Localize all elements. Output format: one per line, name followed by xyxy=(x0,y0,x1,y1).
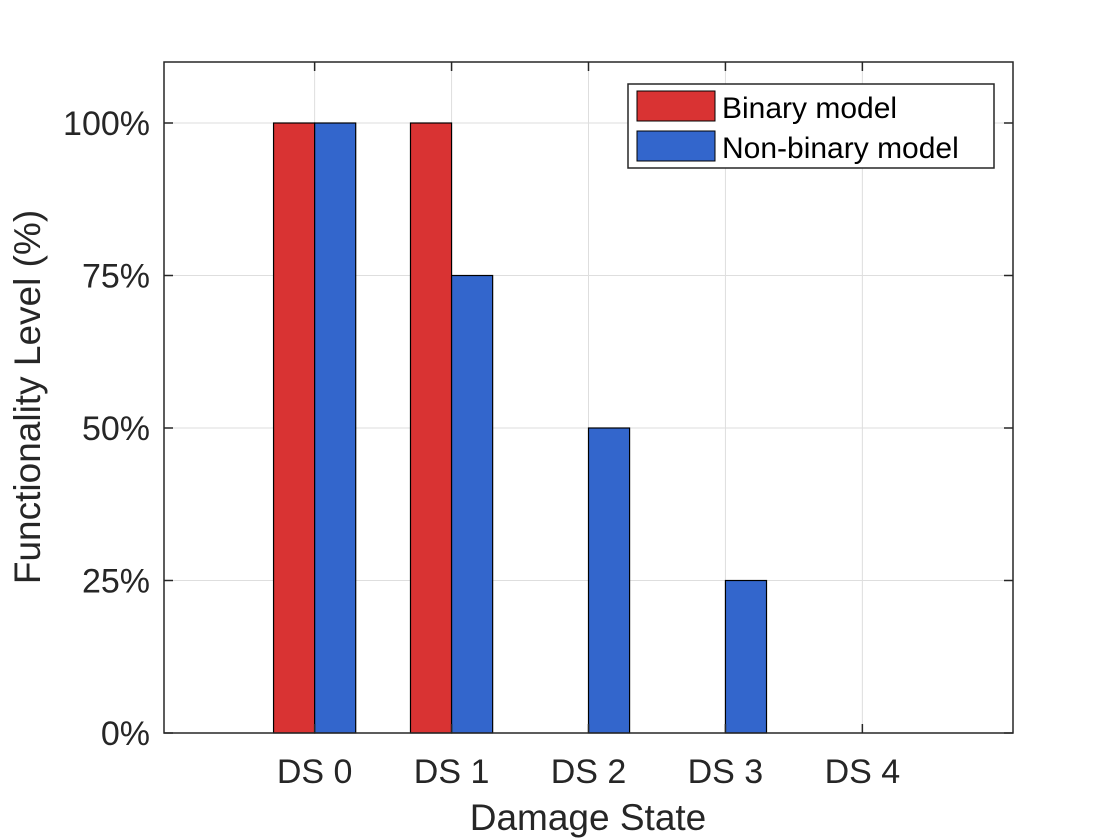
bars xyxy=(272,122,768,734)
x-tick-label: DS 0 xyxy=(277,753,353,791)
y-axis-label: Functionality Level (%) xyxy=(7,210,48,584)
legend-label-non-binary: Non-binary model xyxy=(722,132,959,165)
tick-labels: DS 0 DS 1 DS 2 DS 3 DS 4 0% 25% 50% 75% 100% xyxy=(63,105,900,791)
bar-binary-ds0 xyxy=(272,122,316,734)
bar-non-binary-ds0 xyxy=(314,122,357,734)
x-tick-label: DS 1 xyxy=(414,753,490,791)
legend-swatch-non-binary xyxy=(636,130,716,162)
legend-label-binary: Binary model xyxy=(722,92,897,125)
y-tick-label: 25% xyxy=(82,563,150,601)
legend: Binary model Non-binary model xyxy=(627,83,995,169)
legend-swatch-binary xyxy=(636,90,716,122)
y-tick-label: 50% xyxy=(82,410,150,448)
bar-non-binary-ds1 xyxy=(450,274,494,734)
bar-non-binary-ds2 xyxy=(587,427,631,734)
x-tick-label: DS 4 xyxy=(825,753,901,791)
x-axis-label: Damage State xyxy=(470,797,707,838)
bar-binary-ds1 xyxy=(409,122,453,734)
x-tick-label: DS 3 xyxy=(688,753,764,791)
y-tick-label: 75% xyxy=(82,258,150,296)
y-tick-label: 0% xyxy=(101,715,150,753)
y-tick-label: 100% xyxy=(63,105,150,143)
bar-non-binary-ds3 xyxy=(724,579,768,734)
ticks xyxy=(164,62,1013,734)
x-tick-label: DS 2 xyxy=(551,753,627,791)
